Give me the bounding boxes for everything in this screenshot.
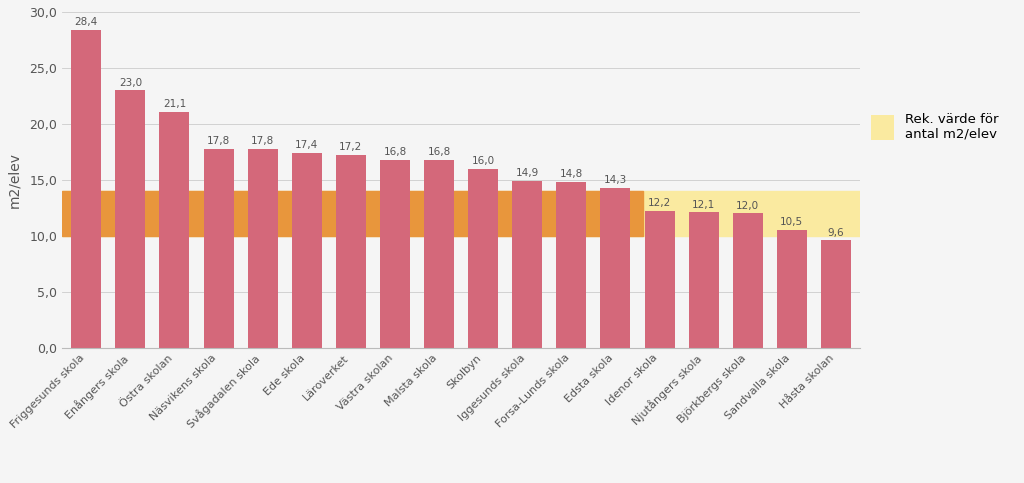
Text: 17,4: 17,4 (295, 140, 318, 150)
Bar (116, 90, 145, 348)
Text: 12,0: 12,0 (736, 200, 759, 211)
Bar (380, 160, 410, 348)
Text: 12,1: 12,1 (692, 199, 715, 210)
Bar (821, 241, 851, 348)
Text: 21,1: 21,1 (163, 99, 186, 109)
Text: 17,8: 17,8 (207, 136, 230, 146)
Text: 17,8: 17,8 (251, 136, 274, 146)
Text: 23,0: 23,0 (119, 77, 142, 87)
Bar (777, 230, 807, 348)
Text: 16,8: 16,8 (427, 147, 451, 157)
Text: 10,5: 10,5 (780, 217, 804, 227)
Text: 16,8: 16,8 (383, 147, 407, 157)
Bar (62, 191, 860, 236)
Bar (204, 148, 233, 348)
Text: 12,2: 12,2 (648, 199, 671, 208)
Bar (424, 160, 454, 348)
Text: 28,4: 28,4 (75, 17, 98, 27)
Bar (512, 181, 543, 348)
Text: 14,3: 14,3 (604, 175, 627, 185)
Bar (160, 112, 189, 348)
Text: 17,2: 17,2 (339, 142, 362, 153)
Bar (468, 169, 498, 348)
Bar (556, 182, 587, 348)
Text: 14,8: 14,8 (560, 170, 583, 179)
Bar (292, 153, 322, 348)
Y-axis label: m2/elev: m2/elev (7, 152, 20, 208)
Text: 14,9: 14,9 (516, 168, 539, 178)
Text: 16,0: 16,0 (472, 156, 495, 166)
Bar (248, 148, 278, 348)
Bar (336, 155, 366, 348)
Bar (62, 191, 643, 236)
Bar (644, 211, 675, 348)
Text: 9,6: 9,6 (827, 227, 844, 238)
Bar (688, 213, 719, 348)
Bar (733, 213, 763, 348)
Bar (600, 188, 631, 348)
Bar (72, 30, 101, 348)
Legend: Rek. värde för
antal m2/elev: Rek. värde för antal m2/elev (870, 113, 998, 141)
